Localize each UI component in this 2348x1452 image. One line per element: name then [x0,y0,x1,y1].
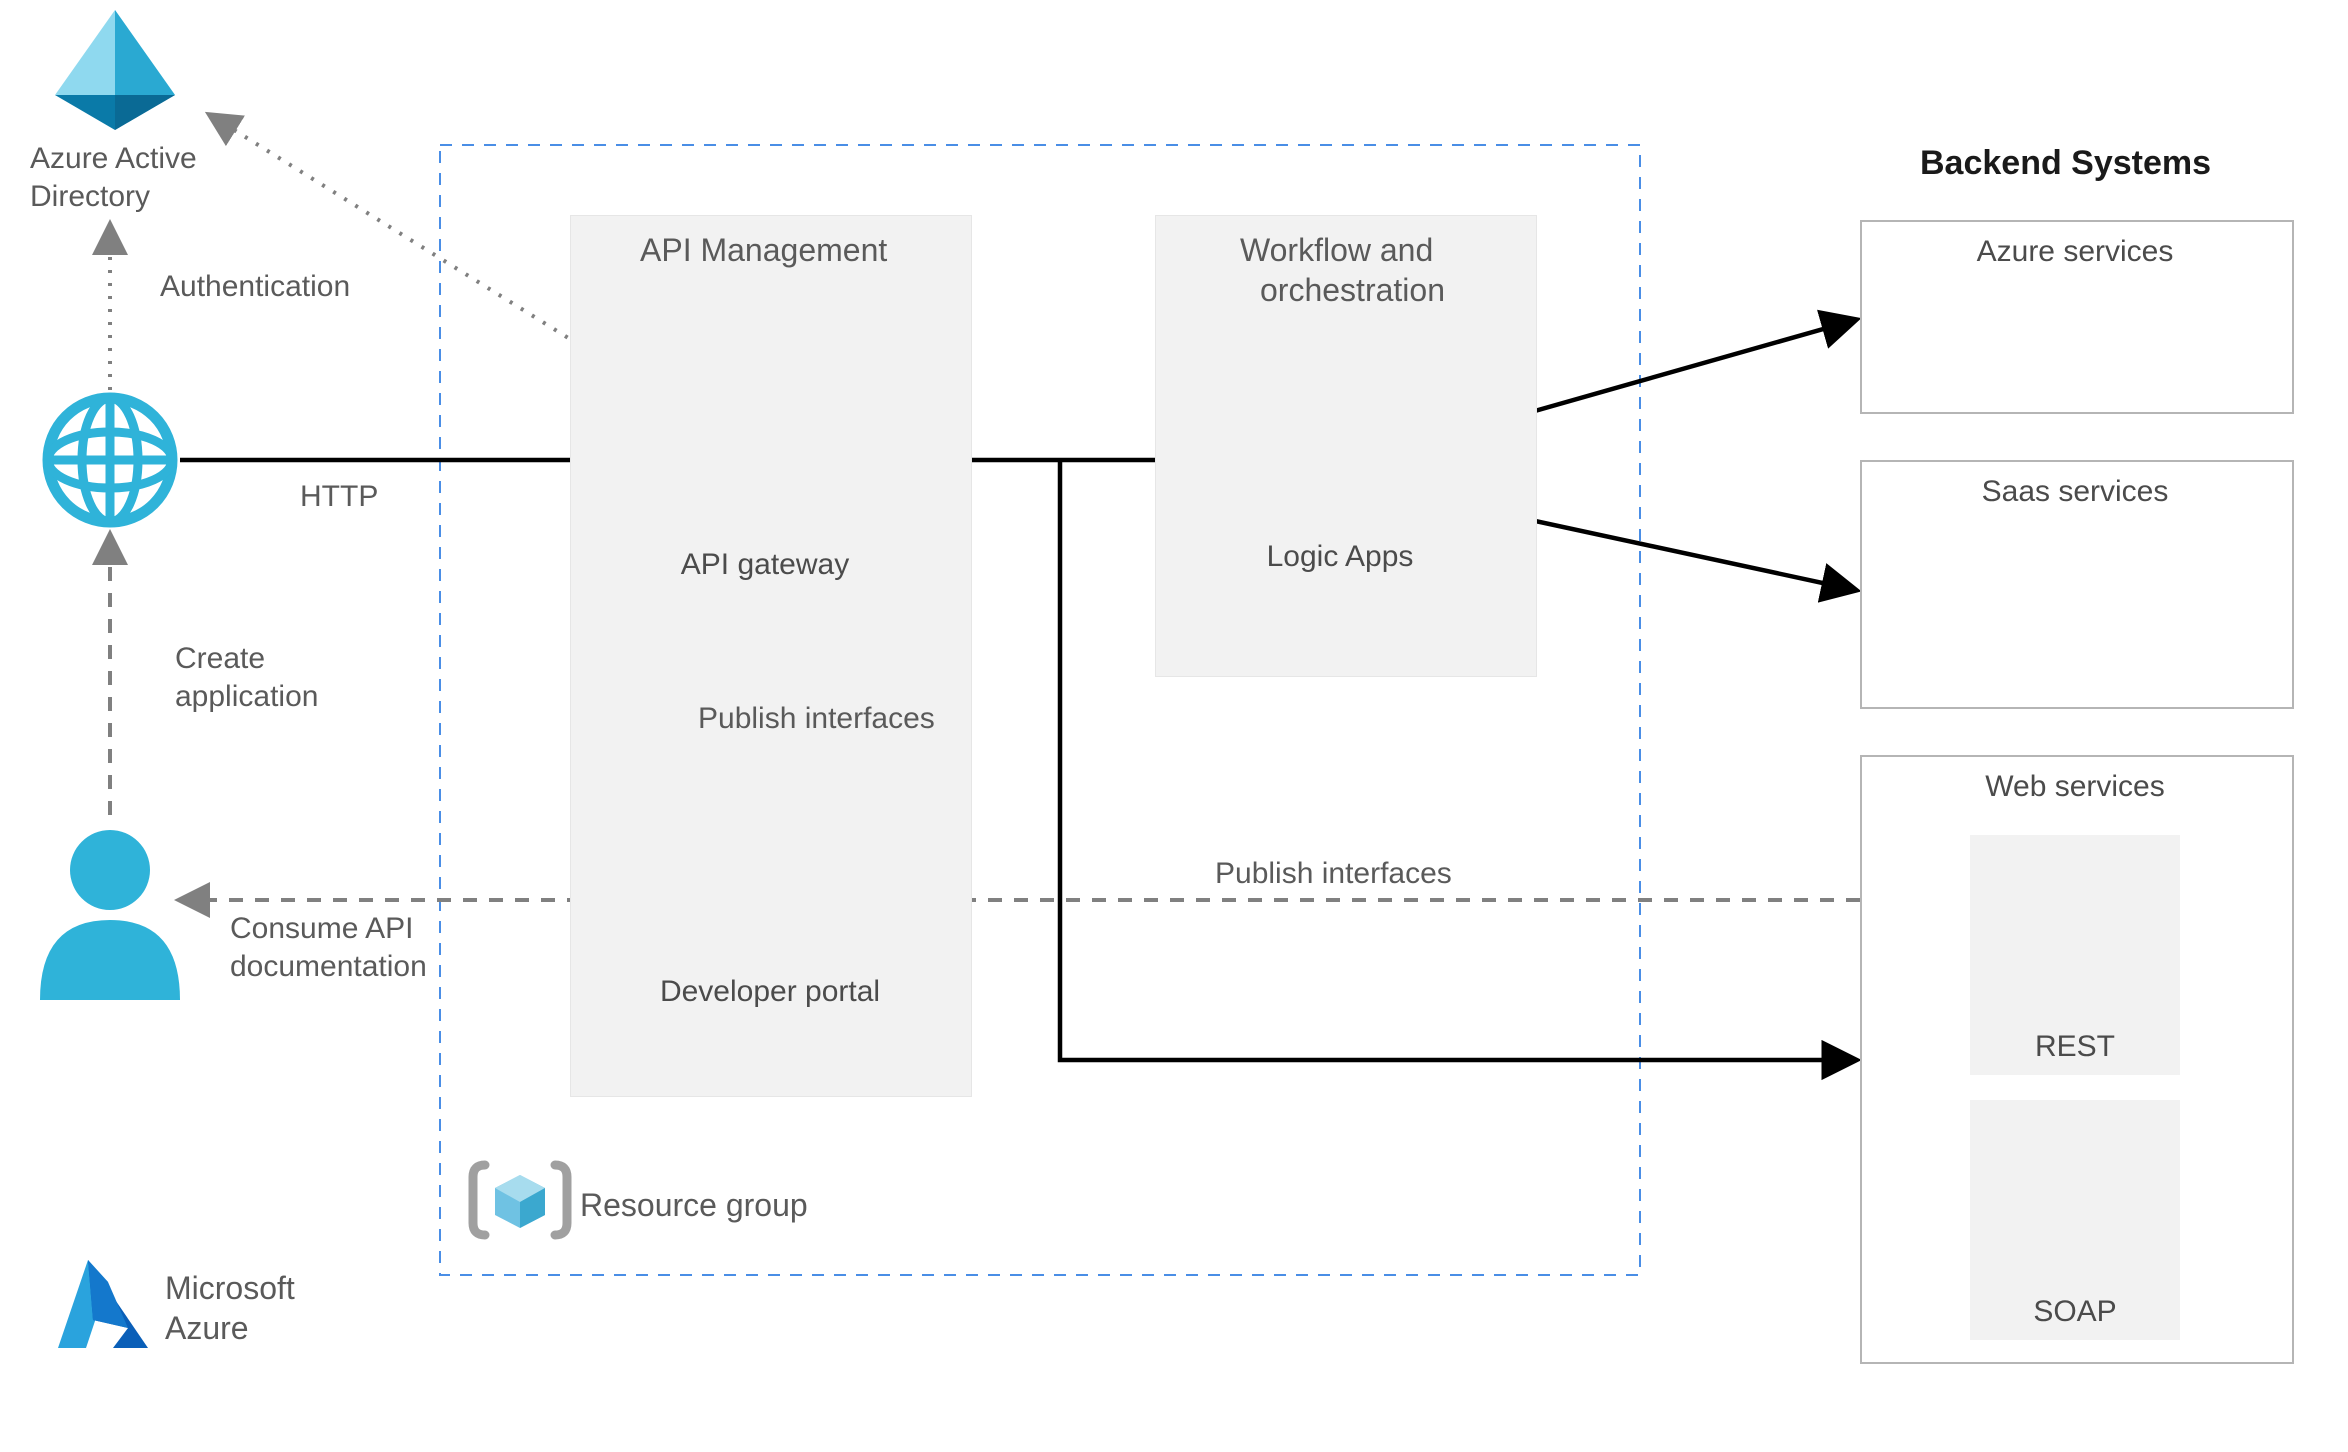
aad-label-line2: Directory [30,178,150,216]
authentication-label: Authentication [160,268,350,306]
azure-services-label: Azure services [1860,235,2290,269]
backend-systems-heading: Backend Systems [1920,142,2211,185]
consume-api-label-2: documentation [230,948,427,986]
azure-ad-icon [55,10,175,130]
saas-services-label: Saas services [1860,475,2290,509]
workflow-title-2: orchestration [1260,270,1445,310]
workflow-title-1: Workflow and [1240,230,1433,270]
diagram-stage: Azure Active Directory Authentication HT… [0,0,2348,1452]
aad-label-line1: Azure Active [30,140,197,178]
create-app-label-2: application [175,678,318,716]
web-services-label: Web services [1860,770,2290,804]
soap-label: SOAP [1970,1295,2180,1329]
developer-portal-label: Developer portal [640,975,900,1009]
create-app-label-1: Create [175,640,265,678]
consume-api-label-1: Consume API [230,910,413,948]
rest-label: REST [1970,1030,2180,1064]
api-gateway-label: API gateway [665,548,865,582]
ms-azure-label-2: Azure [165,1308,249,1348]
api-management-title: API Management [640,230,887,270]
http-label: HTTP [300,478,378,516]
resource-group-label: Resource group [580,1185,808,1225]
logic-apps-label: Logic Apps [1250,540,1430,574]
publish-interfaces-label-1: Publish interfaces [698,700,935,738]
resource-group-icon [473,1165,567,1235]
globe-icon [48,398,172,522]
publish-interfaces-label-2: Publish interfaces [1215,855,1452,893]
ms-azure-label-1: Microsoft [165,1268,295,1308]
azure-logo-icon [58,1260,148,1348]
api-management-box [570,215,972,1097]
user-icon [40,830,180,1000]
